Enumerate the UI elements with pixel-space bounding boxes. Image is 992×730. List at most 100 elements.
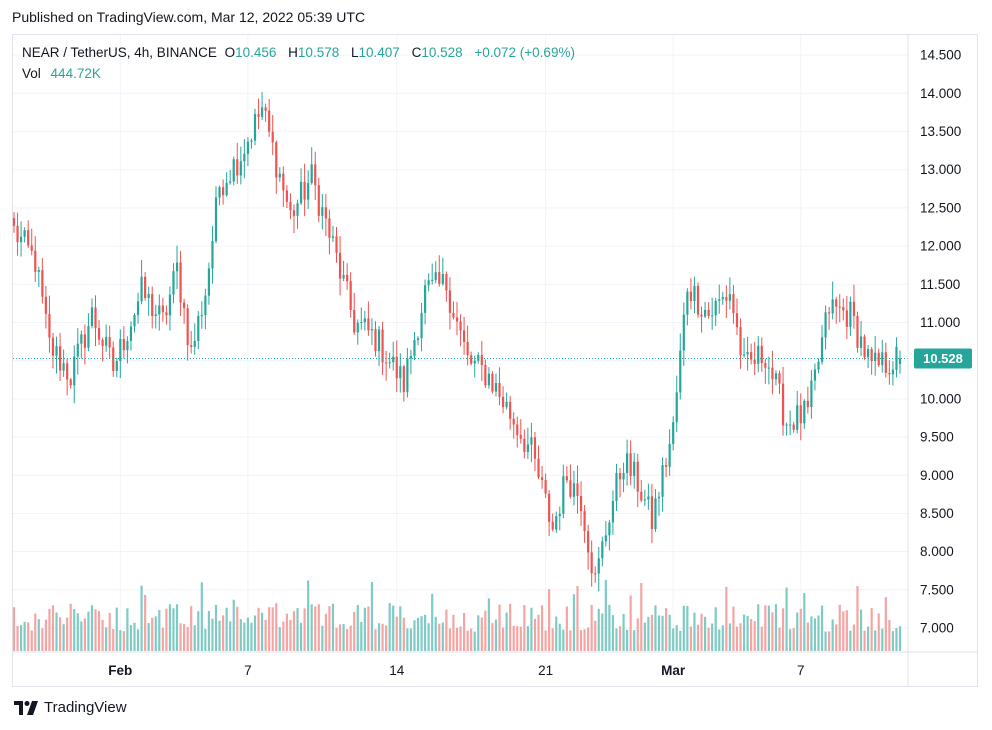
candle-body — [324, 207, 327, 219]
volume-bar — [12, 607, 16, 651]
volume-bar — [186, 626, 189, 651]
volume-bar — [466, 630, 469, 651]
volume-bar — [112, 629, 115, 651]
candle-body — [778, 373, 781, 384]
candle-body — [34, 250, 37, 272]
volume-bar — [69, 603, 72, 651]
candle-body — [728, 294, 731, 301]
volume-bar — [746, 615, 749, 651]
candle-body — [530, 437, 533, 445]
volume-bar — [41, 628, 44, 651]
candle-body — [874, 352, 877, 361]
candle-body — [105, 337, 108, 346]
candle-body — [487, 373, 490, 386]
volume-bar — [516, 626, 519, 651]
low-value: L10.407 — [351, 45, 404, 60]
volume-bar — [218, 620, 221, 651]
volume-bar — [817, 615, 820, 651]
volume-bar — [253, 615, 257, 651]
volume-bar — [236, 606, 239, 651]
volume-bar — [505, 612, 508, 651]
volume-bar — [179, 623, 182, 651]
volume-bar — [264, 619, 267, 651]
price-tick-label: 8.000 — [920, 544, 954, 559]
footer-branding[interactable]: TradingView — [14, 699, 127, 716]
candle-body — [562, 476, 565, 514]
candle-body — [161, 305, 164, 313]
volume-bar — [626, 629, 629, 651]
volume-bar — [385, 625, 388, 651]
candle-body — [732, 294, 735, 314]
candle-body — [246, 141, 250, 154]
volume-bar — [172, 608, 175, 651]
candle-body — [721, 297, 724, 300]
open-label: O — [224, 45, 236, 60]
candle-body — [377, 329, 381, 352]
volume-bar — [881, 628, 884, 651]
volume-bar — [168, 604, 172, 651]
candle-body — [360, 322, 363, 324]
candle-body — [214, 197, 218, 242]
candle-body — [661, 465, 664, 497]
volume-bar — [459, 626, 462, 651]
volume-bar — [147, 623, 150, 651]
volume-bar — [565, 606, 568, 651]
candle-body — [643, 499, 646, 501]
volume-bar — [310, 604, 313, 651]
volume-bar — [487, 598, 490, 651]
candle-body — [406, 358, 409, 393]
volume-bar — [55, 612, 58, 651]
candle-body — [491, 373, 494, 392]
volume-bar — [494, 619, 498, 651]
volume-bar — [388, 603, 391, 651]
candle-body — [668, 443, 671, 467]
candle-body — [335, 236, 338, 253]
candle-body — [243, 153, 246, 162]
volume-bar — [891, 631, 895, 651]
volume-bar — [530, 607, 533, 651]
volume-bar — [551, 628, 554, 651]
volume-bar — [615, 628, 618, 651]
volume-bar — [271, 607, 274, 651]
volume-bar — [473, 631, 476, 651]
candle-body — [881, 352, 884, 366]
candle-body — [90, 307, 94, 326]
volume-bar — [445, 609, 448, 651]
volume-bar — [83, 618, 86, 651]
volume-bar — [689, 626, 693, 651]
volume-bar — [569, 630, 572, 651]
candle-body — [129, 326, 133, 342]
candle-body — [200, 315, 203, 317]
low-number: 10.407 — [358, 45, 400, 60]
volume-bar — [190, 606, 193, 651]
volume-bar — [895, 628, 898, 651]
candle-body — [760, 345, 763, 363]
candle-body — [413, 340, 416, 356]
volume-bar — [831, 619, 834, 651]
candle-body — [526, 444, 529, 452]
candle-body — [264, 107, 267, 111]
volume-bar — [377, 623, 381, 651]
volume-bar — [501, 627, 505, 651]
volume-bar — [480, 617, 483, 651]
volume-bar — [278, 627, 281, 651]
candle-body — [416, 338, 420, 341]
price-tick-label: 14.500 — [920, 48, 961, 63]
candle-body — [615, 473, 618, 502]
candle-body — [572, 483, 576, 497]
candle-body — [236, 159, 239, 176]
candle-body — [856, 315, 859, 348]
candle-body — [654, 498, 657, 530]
volume-bar — [714, 607, 717, 651]
volume-bar — [835, 624, 838, 651]
volume-bar — [214, 604, 218, 651]
volume-bar — [824, 631, 827, 651]
candle-body — [579, 496, 583, 512]
high-label: H — [288, 45, 298, 60]
candle-body — [498, 383, 501, 397]
volume-bar — [448, 628, 452, 651]
volume-bar — [579, 630, 583, 651]
candle-body — [438, 272, 441, 284]
volume-bar — [342, 623, 345, 651]
